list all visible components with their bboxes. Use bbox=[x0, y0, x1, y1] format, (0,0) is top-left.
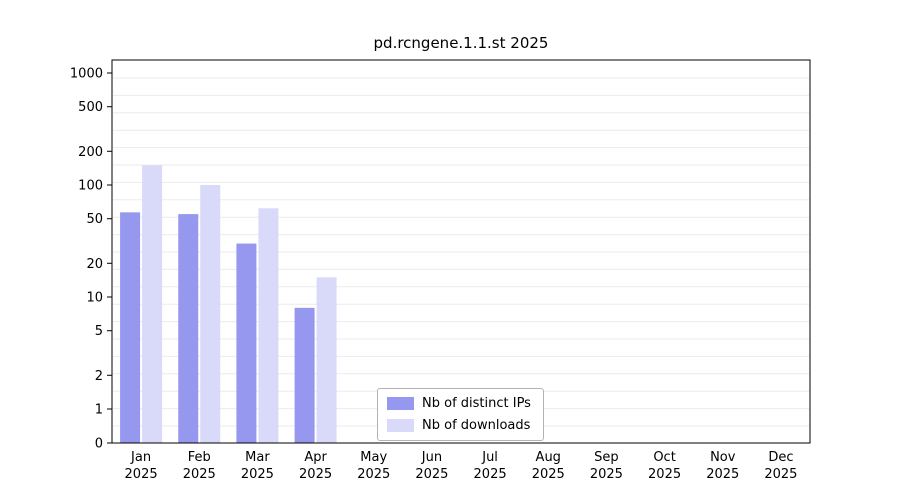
x-tick-label-year: 2025 bbox=[357, 467, 390, 482]
x-tick-label-year: 2025 bbox=[183, 467, 216, 482]
x-tick-label-year: 2025 bbox=[241, 467, 274, 482]
bar-distinct-ips-apr bbox=[294, 307, 315, 443]
x-tick-label-month: Nov bbox=[710, 450, 736, 465]
y-tick-label: 1000 bbox=[70, 67, 103, 82]
x-tick-label-year: 2025 bbox=[299, 467, 332, 482]
x-tick-label-year: 2025 bbox=[415, 467, 448, 482]
x-tick-label-month: Feb bbox=[188, 450, 211, 465]
x-tick-label-month: Jan bbox=[130, 450, 151, 465]
x-tick-label-year: 2025 bbox=[590, 467, 623, 482]
chart-title: pd.rcngene.1.1.st 2025 bbox=[373, 34, 549, 52]
y-tick-label: 2 bbox=[95, 369, 103, 384]
x-tick-label-year: 2025 bbox=[532, 467, 565, 482]
bar-distinct-ips-feb bbox=[178, 214, 199, 443]
bar-distinct-ips-jan bbox=[120, 212, 141, 443]
plot-frame bbox=[111, 59, 811, 444]
y-tick-label: 200 bbox=[78, 145, 103, 160]
bar-downloads-mar bbox=[258, 208, 279, 443]
legend-swatch-distinct-ips bbox=[387, 397, 414, 410]
y-tick-label: 10 bbox=[86, 291, 103, 306]
legend-item-distinct-ips: Nb of distinct IPs bbox=[387, 396, 531, 411]
x-tick-label-year: 2025 bbox=[706, 467, 739, 482]
x-tick-label-year: 2025 bbox=[648, 467, 681, 482]
bar-downloads-apr bbox=[316, 277, 337, 443]
x-tick-label-month: Oct bbox=[653, 450, 675, 465]
x-tick-label-month: Sep bbox=[594, 450, 619, 465]
x-tick-label-month: Dec bbox=[768, 450, 793, 465]
x-tick-label-year: 2025 bbox=[474, 467, 507, 482]
x-tick-label-year: 2025 bbox=[764, 467, 797, 482]
x-tick-label-year: 2025 bbox=[125, 467, 158, 482]
x-tick-label-month: Jul bbox=[481, 450, 498, 465]
x-tick-label-month: Aug bbox=[536, 450, 561, 465]
bar-distinct-ips-mar bbox=[236, 243, 257, 443]
y-tick-label: 100 bbox=[78, 179, 103, 194]
legend: Nb of distinct IPs Nb of downloads bbox=[377, 388, 544, 441]
legend-label-downloads: Nb of downloads bbox=[422, 418, 531, 433]
x-tick-label-month: Mar bbox=[245, 450, 270, 465]
bar-downloads-feb bbox=[200, 185, 221, 443]
x-tick-label-month: Jun bbox=[421, 450, 442, 465]
bar-downloads-jan bbox=[142, 165, 163, 444]
x-tick-label-month: Apr bbox=[304, 450, 327, 465]
legend-item-downloads: Nb of downloads bbox=[387, 418, 531, 433]
y-tick-label: 500 bbox=[78, 100, 103, 115]
y-tick-label: 5 bbox=[95, 324, 103, 339]
y-tick-label: 1 bbox=[95, 403, 103, 418]
legend-label-distinct-ips: Nb of distinct IPs bbox=[422, 396, 531, 411]
legend-swatch-downloads bbox=[387, 419, 414, 432]
y-tick-label: 20 bbox=[86, 257, 103, 272]
y-tick-label: 50 bbox=[86, 212, 103, 227]
y-tick-label: 0 bbox=[95, 437, 103, 452]
x-tick-label-month: May bbox=[360, 450, 387, 465]
